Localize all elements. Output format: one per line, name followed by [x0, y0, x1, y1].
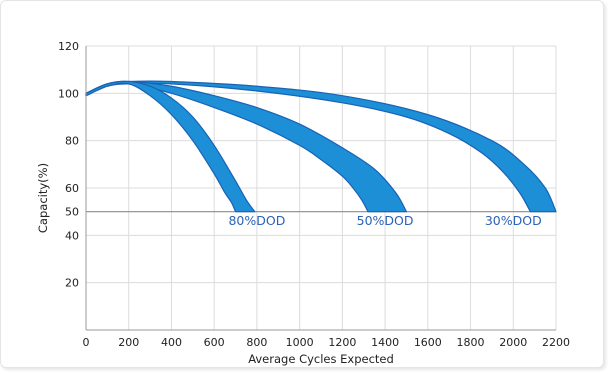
x-tick-label: 1800 [457, 336, 485, 349]
series-label: 80%DOD [228, 213, 285, 228]
grid [86, 45, 557, 330]
x-axis-title: Average Cycles Expected [248, 352, 394, 366]
y-tick-label: 60 [65, 182, 79, 195]
x-tick-label: 400 [161, 336, 182, 349]
chart-frame [0, 0, 604, 368]
y-tick-label: 80 [65, 135, 79, 148]
y-tick-label: 50 [65, 206, 79, 219]
y-tick-label: 40 [65, 229, 79, 242]
y-axis-title: Capacity(%) [36, 163, 50, 233]
band-30dod [85, 80, 557, 213]
x-tick-label: 800 [246, 336, 267, 349]
x-tick-label: 1400 [371, 336, 399, 349]
dod-bands [85, 80, 557, 213]
x-tick-label: 2200 [542, 336, 570, 349]
x-tick-labels: 0 200 400 600 800 1000 1200 1400 1600 1800 2000 220… [83, 336, 571, 349]
series-labels: 80%DOD 50%DOD 30%DOD [228, 213, 541, 228]
y-tick-label: 100 [58, 87, 79, 100]
x-tick-label: 600 [204, 336, 225, 349]
band-80dod [85, 80, 256, 213]
x-tick-label: 2000 [499, 336, 527, 349]
x-tick-label: 200 [118, 336, 139, 349]
y-tick-label: 20 [65, 277, 79, 290]
series-label: 30%DOD [485, 213, 542, 228]
x-tick-label: 1200 [328, 336, 356, 349]
x-tick-label: 1600 [414, 336, 442, 349]
series-label: 50%DOD [357, 213, 414, 228]
band-50dod [85, 80, 408, 213]
x-tick-label: 0 [83, 336, 90, 349]
y-tick-labels: 20 40 50 60 80 100 120 [58, 40, 79, 290]
axes [85, 46, 556, 331]
y-tick-label: 120 [58, 40, 79, 53]
x-tick-label: 1000 [286, 336, 314, 349]
